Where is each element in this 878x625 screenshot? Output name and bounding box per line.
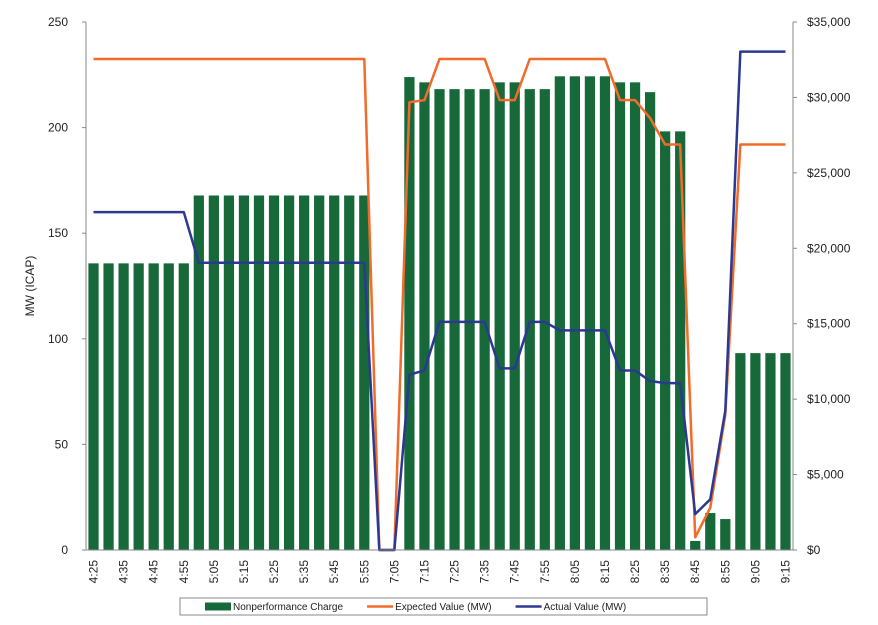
bar [178, 263, 189, 550]
y-axis-label: MW (ICAP) [23, 256, 37, 317]
x-tick-label: 8:35 [658, 560, 672, 584]
bar [238, 195, 250, 550]
bar [614, 82, 626, 550]
x-tick-label: 4:55 [177, 560, 191, 584]
legend-label: Actual Value (MW) [544, 602, 627, 613]
y-tick-label: 250 [48, 15, 68, 29]
legend-label: Nonperformance Charge [233, 602, 343, 613]
bar [629, 82, 641, 550]
x-tick-label: 8:25 [628, 560, 642, 584]
bar [539, 89, 550, 550]
x-tick-label: 9:05 [748, 560, 762, 584]
bar [193, 195, 204, 550]
x-tick-label: 5:45 [327, 560, 341, 584]
bar [644, 92, 656, 551]
x-tick-label: 8:45 [688, 560, 702, 584]
bar [133, 263, 144, 550]
bar [705, 513, 716, 550]
bar [314, 195, 325, 550]
bar [148, 263, 159, 550]
bar [494, 82, 505, 550]
legend-swatch [205, 602, 231, 611]
line [93, 57, 786, 552]
legend-box [179, 597, 708, 616]
y-tick-label: 0 [61, 543, 68, 557]
y2-tick-label: $5,000 [807, 468, 844, 482]
bar [329, 195, 340, 550]
x-tick-label: 7:05 [387, 560, 401, 584]
bar [434, 89, 445, 550]
line [93, 50, 786, 552]
x-tick-label: 7:45 [508, 560, 522, 584]
x-tick-label: 4:35 [117, 560, 131, 584]
bar [524, 89, 535, 550]
bar [208, 195, 219, 550]
x-tick-label: 5:25 [267, 560, 281, 584]
x-tick-label: 7:25 [448, 560, 462, 584]
y2-tick-label: $25,000 [807, 166, 851, 180]
bar [675, 131, 686, 550]
bar [735, 353, 746, 550]
x-tick-label: 5:05 [207, 560, 221, 584]
x-tick-label: 7:55 [538, 560, 552, 584]
x-tick-label: 8:15 [598, 560, 612, 584]
x-tick-label: 8:05 [568, 560, 582, 584]
x-tick-label: 4:25 [87, 560, 101, 584]
bar [404, 77, 415, 550]
x-tick-label: 7:15 [417, 560, 431, 584]
bar [780, 353, 791, 550]
bar [88, 263, 99, 550]
bar [344, 195, 355, 550]
x-tick-label: 7:35 [478, 560, 492, 584]
bar [584, 76, 596, 551]
bar [720, 519, 731, 550]
bar [359, 195, 370, 550]
bar [750, 353, 761, 550]
bar [449, 89, 460, 550]
x-tick-label: 9:15 [778, 560, 792, 584]
bar [253, 195, 265, 550]
y2-tick-label: $35,000 [807, 15, 851, 29]
y2-tick-label: $20,000 [807, 241, 851, 255]
bar [103, 263, 114, 550]
bar [599, 76, 611, 551]
bar [464, 89, 475, 550]
bar [690, 540, 701, 550]
y-tick-label: 150 [48, 226, 68, 240]
y-tick-label: 50 [55, 437, 69, 451]
bar [118, 263, 129, 550]
y-tick-label: 200 [48, 121, 68, 135]
bar [283, 195, 295, 550]
bar [765, 353, 776, 550]
bar [569, 76, 580, 551]
legend: Nonperformance Charge Expected Value (MW)… [179, 597, 708, 616]
bar [509, 82, 520, 550]
x-tick-label: 4:45 [147, 560, 161, 584]
y2-tick-label: $0 [807, 543, 821, 557]
x-tick-label: 8:55 [718, 560, 732, 584]
bar [299, 195, 310, 550]
y2-tick-label: $15,000 [807, 317, 851, 331]
bar [660, 131, 671, 550]
bar [554, 76, 565, 551]
x-tick-label: 5:35 [297, 560, 311, 584]
bar [419, 82, 430, 550]
bar [163, 263, 174, 550]
bar [479, 89, 490, 550]
x-tick-label: 5:55 [357, 560, 371, 584]
y-tick-label: 100 [48, 332, 68, 346]
bar [223, 195, 235, 550]
y2-tick-label: $30,000 [807, 90, 851, 104]
y2-tick-label: $10,000 [807, 392, 851, 406]
x-tick-label: 5:15 [237, 560, 251, 584]
legend-label: Expected Value (MW) [395, 602, 492, 613]
bar [268, 195, 280, 550]
